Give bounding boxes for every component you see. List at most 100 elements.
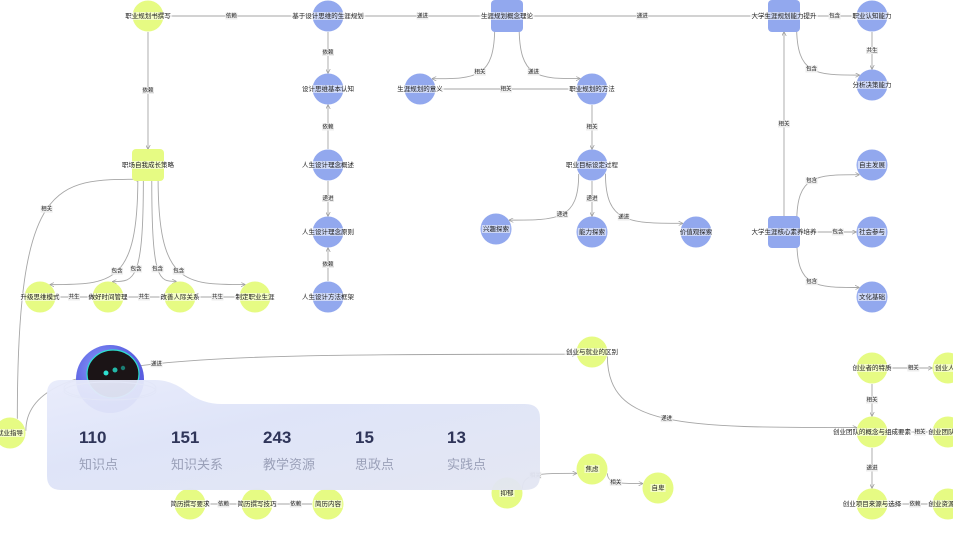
- graph-node[interactable]: 人生设计方法框架: [300, 281, 356, 313]
- graph-node[interactable]: 社会参与: [856, 216, 888, 248]
- edge-label-bg: [473, 68, 486, 76]
- graph-edge[interactable]: 包含: [151, 180, 177, 282]
- graph-edge[interactable]: 递进: [25, 354, 576, 431]
- node-label: 大学生涯规划能力提升: [752, 11, 818, 20]
- graph-edge[interactable]: 共生: [124, 293, 164, 301]
- graph-edge[interactable]: 依赖: [273, 500, 312, 508]
- graph-node[interactable]: 职业规划的方法: [567, 73, 617, 105]
- node-label-bg: [841, 500, 903, 508]
- node-label: 职场自我成长策略: [122, 160, 175, 169]
- graph-node[interactable]: 基于设计思维的生涯规划: [290, 0, 366, 32]
- graph-node[interactable]: 创业与就业的区别: [564, 336, 620, 368]
- graph-edge[interactable]: 相关: [436, 85, 576, 93]
- stat-label: 知识关系: [171, 458, 224, 473]
- graph-edge[interactable]: 相关: [888, 364, 932, 372]
- stat-label: 思政点: [355, 458, 395, 473]
- edge-label: 包含: [832, 228, 844, 236]
- graph-node[interactable]: 简历撰写技巧: [236, 488, 278, 520]
- graph-edge[interactable]: 递进: [509, 173, 580, 220]
- graph-node[interactable]: 就业指导: [0, 417, 26, 449]
- graph-edge[interactable]: 递进: [866, 448, 878, 488]
- node-label-bg: [851, 81, 893, 89]
- edge-label-bg: [211, 293, 224, 301]
- graph-node[interactable]: 大学生涯规划能力提升: [750, 0, 818, 32]
- edge-label-bg: [150, 360, 163, 368]
- graph-edge[interactable]: 相关: [778, 32, 790, 216]
- graph-node[interactable]: 设计思维基本认知: [300, 73, 356, 105]
- graph-edge[interactable]: 共生: [196, 293, 239, 301]
- graph-edge[interactable]: 相关: [432, 26, 496, 78]
- graph-edge[interactable]: 包含: [796, 175, 860, 223]
- node-label-bg: [300, 293, 356, 301]
- graph-node[interactable]: 人生设计理念原则: [300, 216, 356, 248]
- graph-node[interactable]: 职业规划书撰写: [123, 0, 173, 32]
- edge-label-bg: [805, 177, 818, 185]
- graph-node[interactable]: 自卑: [642, 472, 674, 504]
- graph-edge[interactable]: 共生: [866, 32, 878, 69]
- graph-node[interactable]: 价值观探索: [678, 216, 714, 248]
- graph-edge[interactable]: 递进: [322, 181, 334, 216]
- graph-node[interactable]: 简历撰写要求: [169, 488, 211, 520]
- graph-edge[interactable]: 包含: [113, 180, 144, 281]
- edge-label-bg: [289, 500, 302, 508]
- edge-label-bg: [138, 293, 150, 301]
- graph-node[interactable]: 能力探索: [576, 216, 608, 248]
- graph-node[interactable]: 大学生涯核心素养培养: [750, 216, 818, 248]
- graph-node[interactable]: 创业人物: [932, 352, 953, 384]
- node-label: 生涯规划概念理论: [481, 11, 534, 20]
- graph-edge[interactable]: 递进: [523, 12, 768, 20]
- node-label-bg: [933, 364, 953, 372]
- node-label-bg: [927, 428, 953, 436]
- graph-node[interactable]: 创业资源整合: [927, 488, 953, 520]
- graph-edge[interactable]: 依赖: [206, 500, 241, 508]
- node-label-bg: [234, 293, 276, 301]
- edge-label-bg: [831, 228, 844, 236]
- graph-edge[interactable]: 包含: [157, 177, 245, 284]
- graph-node[interactable]: 焦虑: [576, 453, 608, 485]
- graph-node[interactable]: 人生设计理念概述: [300, 149, 356, 181]
- graph-node[interactable]: 简历内容: [312, 488, 344, 520]
- graph-edge[interactable]: 递进: [518, 26, 580, 78]
- graph-edge[interactable]: 相关: [16, 179, 140, 419]
- graph-edge[interactable]: 共生: [56, 293, 92, 301]
- graph-edge[interactable]: 递进: [606, 356, 856, 427]
- graph-node[interactable]: 做好时间管理: [87, 281, 129, 313]
- node-label: 人生设计方法框架: [302, 292, 355, 301]
- graph-node[interactable]: 职业目标设定过程: [564, 149, 620, 181]
- edge-label-bg: [586, 123, 598, 131]
- graph-node[interactable]: 改善人际关系: [159, 281, 201, 313]
- graph-node[interactable]: 自主发展: [856, 149, 888, 181]
- edge-label-bg: [908, 500, 921, 508]
- graph-node[interactable]: 升级思维模式: [19, 281, 61, 313]
- graph-edge[interactable]: 相关: [866, 384, 878, 416]
- graph-node[interactable]: 创业团队的概念与组成要素: [831, 416, 913, 448]
- graph-node[interactable]: 制定职业生涯: [234, 281, 276, 313]
- edge-label: 包含: [131, 265, 143, 273]
- graph-node[interactable]: 生涯规划概念理论: [479, 0, 535, 32]
- graph-edge[interactable]: 相关: [606, 473, 642, 485]
- graph-edge[interactable]: 包含: [50, 177, 139, 284]
- graph-edge[interactable]: 递进: [586, 181, 598, 216]
- graph-edge[interactable]: 依赖: [322, 105, 334, 149]
- graph-edge[interactable]: 包含: [796, 25, 860, 75]
- graph-edge[interactable]: 依赖: [322, 32, 334, 73]
- graph-edge[interactable]: 递进: [605, 173, 682, 224]
- node-label: 创业团队组建: [929, 427, 953, 436]
- edge-label-bg: [866, 464, 878, 472]
- graph-node[interactable]: 职场自我成长策略: [120, 149, 176, 181]
- graph-node[interactable]: 创业项目来源与选择: [841, 488, 903, 520]
- graph-edge[interactable]: 依赖: [142, 32, 154, 149]
- graph-node[interactable]: 创业团队组建: [927, 416, 953, 448]
- graph-node[interactable]: 创业者的特质: [851, 352, 893, 384]
- graph-edge[interactable]: 依赖: [322, 248, 334, 281]
- graph-edge[interactable]: 依赖: [164, 12, 312, 20]
- graph-node[interactable]: 兴趣探索: [480, 213, 512, 245]
- graph-node[interactable]: 职业认知能力: [851, 0, 893, 32]
- graph-edge[interactable]: 包含: [796, 241, 859, 288]
- graph-edge[interactable]: 递进: [344, 12, 491, 20]
- graph-edge[interactable]: 相关: [586, 105, 598, 149]
- node-label-bg: [650, 484, 666, 492]
- graph-node[interactable]: 文化基础: [856, 281, 888, 313]
- graph-node[interactable]: 生涯规划的意义: [395, 73, 445, 105]
- graph-node[interactable]: 分析决策能力: [851, 69, 893, 101]
